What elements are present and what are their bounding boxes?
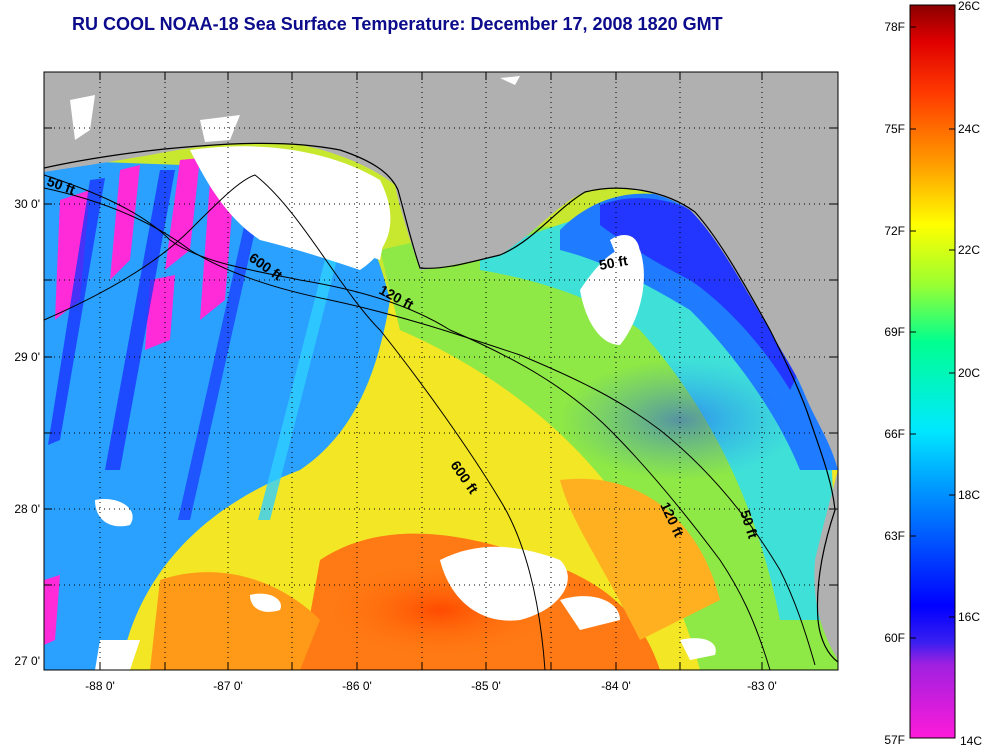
colorbar-c-label: 14C [960,734,982,748]
colorbar-f-label: 57F [884,733,905,747]
x-tick-label: -88 0' [85,679,115,693]
map-frame [43,71,839,671]
colorbar-f-label: 72F [884,224,905,238]
x-tick-label: -83 0' [747,679,777,693]
map-title: RU COOL NOAA-18 Sea Surface Temperature:… [72,14,723,34]
y-tick-label: 27 0' [14,654,40,668]
x-tick-label: -86 0' [342,679,372,693]
x-tick-label: -85 0' [471,679,501,693]
colorbar-c-label: 20C [958,366,980,380]
colorbar-c-label: 24C [958,122,980,136]
colorbar: 78F 75F 72F 69F 66F 63F 60F 57F 26C 24C … [884,0,982,748]
colorbar-f-label: 63F [884,529,905,543]
colorbar-f-label: 60F [884,631,905,645]
colorbar-f-label: 69F [884,325,905,339]
y-tick-label: 28 0' [14,502,40,516]
x-tick-label: -84 0' [601,679,631,693]
colorbar-f-label: 66F [884,427,905,441]
contour-label-50ft-east: 50 ft [598,252,629,273]
colorbar-f-label: 78F [884,20,905,34]
y-tick-label: 29 0' [14,350,40,364]
colorbar-f-label: 75F [884,122,905,136]
colorbar-c-label: 26C [958,0,980,13]
land-mass [44,72,838,470]
y-tick-label: 30 0' [14,197,40,211]
colorbar-c-label: 22C [958,243,980,257]
colorbar-c-label: 16C [958,610,980,624]
colorbar-gradient [909,4,956,739]
colorbar-c-label: 18C [958,488,980,502]
x-tick-label: -87 0' [213,679,243,693]
